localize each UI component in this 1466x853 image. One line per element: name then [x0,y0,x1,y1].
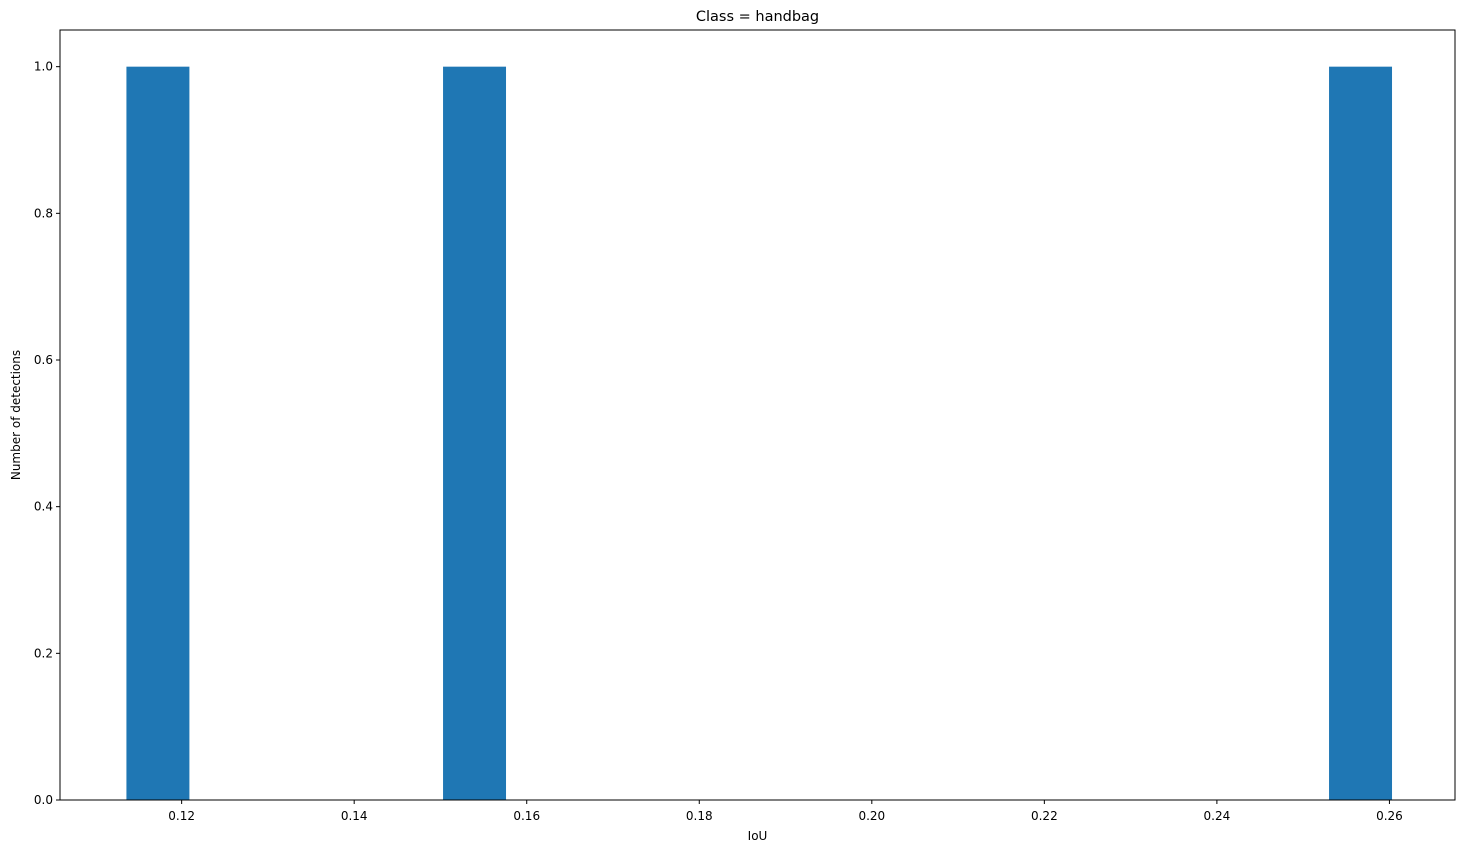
y-tick-label: 0.2 [34,646,53,660]
histogram-bar [126,66,190,800]
x-tick-label: 0.26 [1376,809,1403,823]
x-tick-label: 0.24 [1204,809,1231,823]
axes-frame [59,29,1456,801]
x-tick-label: 0.14 [341,809,368,823]
y-axis-label: Number of detections [9,350,23,480]
y-tick-label: 0.6 [34,353,53,367]
x-tick-label: 0.20 [858,809,885,823]
y-tick-label: 0.0 [34,793,53,807]
bars-layer [126,66,1393,800]
x-tick-label: 0.12 [168,809,195,823]
x-tick-label: 0.18 [686,809,713,823]
y-axis-ticks: 0.0 0.2 0.4 0.6 0.8 1.0 [34,60,60,807]
chart-title: Class = handbag [696,9,819,25]
y-tick-label: 0.8 [34,206,53,220]
y-tick-label: 0.4 [34,500,53,514]
histogram-bar [443,66,507,800]
x-axis-ticks: 0.12 0.14 0.16 0.18 0.20 0.22 0.24 0.26 [168,800,1403,823]
x-tick-label: 0.16 [513,809,540,823]
histogram-bar [1329,66,1393,800]
x-axis-label: IoU [748,829,768,843]
plot-area-background [60,30,1455,800]
x-tick-label: 0.22 [1031,809,1058,823]
y-tick-label: 1.0 [34,60,53,74]
